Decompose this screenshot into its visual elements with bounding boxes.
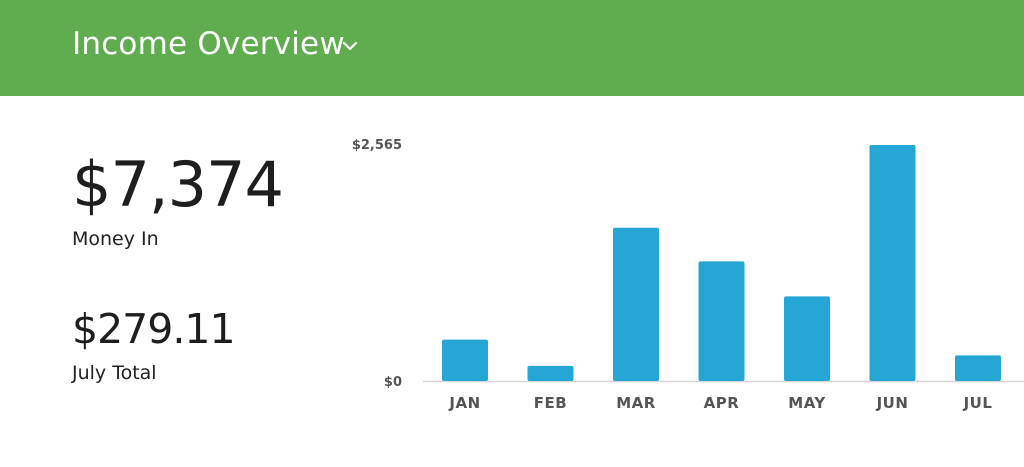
x-tick-label-feb: FEB <box>534 394 567 412</box>
page-title[interactable]: Income Overview <box>72 26 345 62</box>
bar-jul[interactable] <box>955 355 1001 381</box>
x-tick-label-may: MAY <box>788 394 826 412</box>
bar-mar[interactable] <box>613 227 659 381</box>
chevron-down-icon[interactable] <box>342 40 358 52</box>
bar-apr[interactable] <box>698 261 745 381</box>
july-total-value: $279.11 <box>72 305 236 353</box>
x-tick-label-mar: MAR <box>616 394 656 412</box>
header-bar: Income Overview <box>0 0 1024 96</box>
bar-jan[interactable] <box>442 339 488 381</box>
bar-feb[interactable] <box>527 365 574 381</box>
x-tick-label-apr: APR <box>704 394 740 412</box>
money-in-label: Money In <box>72 228 159 250</box>
x-tick-label-jun: JUN <box>876 394 909 412</box>
bar-may[interactable] <box>784 296 830 381</box>
money-in-value: $7,374 <box>72 148 284 221</box>
y-axis-min-label: $0 <box>384 375 402 390</box>
bar-jun[interactable] <box>869 145 916 381</box>
x-tick-label-jan: JAN <box>448 394 480 412</box>
y-axis-max-label: $2,565 <box>352 138 402 153</box>
july-total-label: July Total <box>72 362 157 384</box>
x-tick-label-jul: JUL <box>963 394 993 412</box>
